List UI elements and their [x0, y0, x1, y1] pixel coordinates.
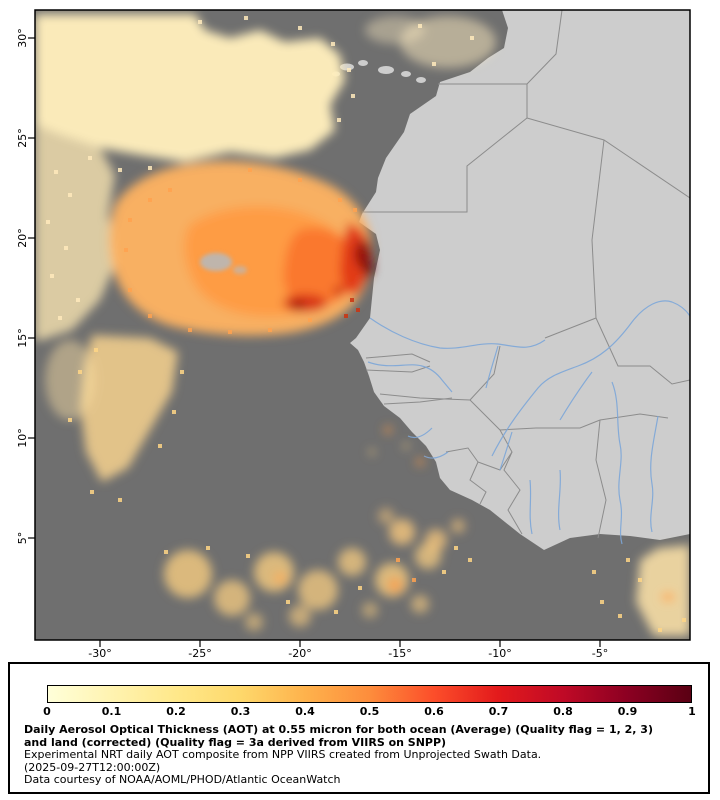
lat-tick-label: 25°	[16, 128, 29, 148]
colorbar-tick: 0.7	[488, 705, 509, 718]
lon-tick-label: -20°	[288, 647, 312, 660]
lon-tick-label: -10°	[488, 647, 512, 660]
colorbar-tick: 0.1	[101, 705, 122, 718]
lon-tick-label: -15°	[388, 647, 412, 660]
map-frame	[34, 9, 691, 641]
legend-timestamp: (2025-09-27T12:00:00Z)	[24, 760, 161, 774]
lon-tick-label: -5°	[591, 647, 609, 660]
aerosol-plume	[35, 14, 690, 636]
lat-tick-label: 30°	[16, 28, 29, 48]
colorbar-tick: 0	[43, 705, 51, 718]
colorbar-scale: 0 0.1 0.2 0.3 0.4 0.5 0.6 0.7 0.8 0.9 1	[43, 705, 696, 720]
legend-courtesy: Data courtesy of NOAA/AOML/PHOD/Atlantic…	[24, 773, 341, 786]
lat-tick-label: 15°	[16, 328, 29, 348]
country-borders	[362, 10, 690, 539]
aerosol-speckles	[46, 16, 686, 632]
africa-landmass	[350, 10, 690, 550]
lon-tick-label: -25°	[188, 647, 212, 660]
legend-panel: 0 0.1 0.2 0.3 0.4 0.5 0.6 0.7 0.8 0.9 1 …	[8, 662, 710, 794]
legend-subtitle: Experimental NRT daily AOT composite fro…	[24, 748, 542, 761]
colorbar	[47, 685, 692, 703]
colorbar-tick: 0.5	[359, 705, 380, 718]
legend-title: Daily Aerosol Optical Thickness (AOT) at…	[24, 723, 653, 749]
lat-tick-label: 10°	[16, 428, 29, 448]
cloud-gaps	[200, 253, 247, 274]
colorbar-tick: 0.8	[553, 705, 573, 718]
colorbar-tick: 0.2	[166, 705, 186, 718]
colorbar-tick: 0.4	[295, 705, 315, 718]
lat-tick-label: 5°	[16, 531, 29, 545]
rivers	[367, 300, 690, 545]
lat-tick-label: 20°	[16, 228, 29, 248]
colorbar-tick: 1	[688, 705, 696, 718]
legend-caption: Daily Aerosol Optical Thickness (AOT) at…	[24, 723, 706, 787]
colorbar-tick: 0.9	[617, 705, 638, 718]
axis-ticks	[28, 37, 601, 647]
lon-tick-label: -30°	[88, 647, 112, 660]
colorbar-tick: 0.3	[230, 705, 251, 718]
colorbar-tick: 0.6	[424, 705, 444, 718]
map-svg	[28, 9, 691, 647]
